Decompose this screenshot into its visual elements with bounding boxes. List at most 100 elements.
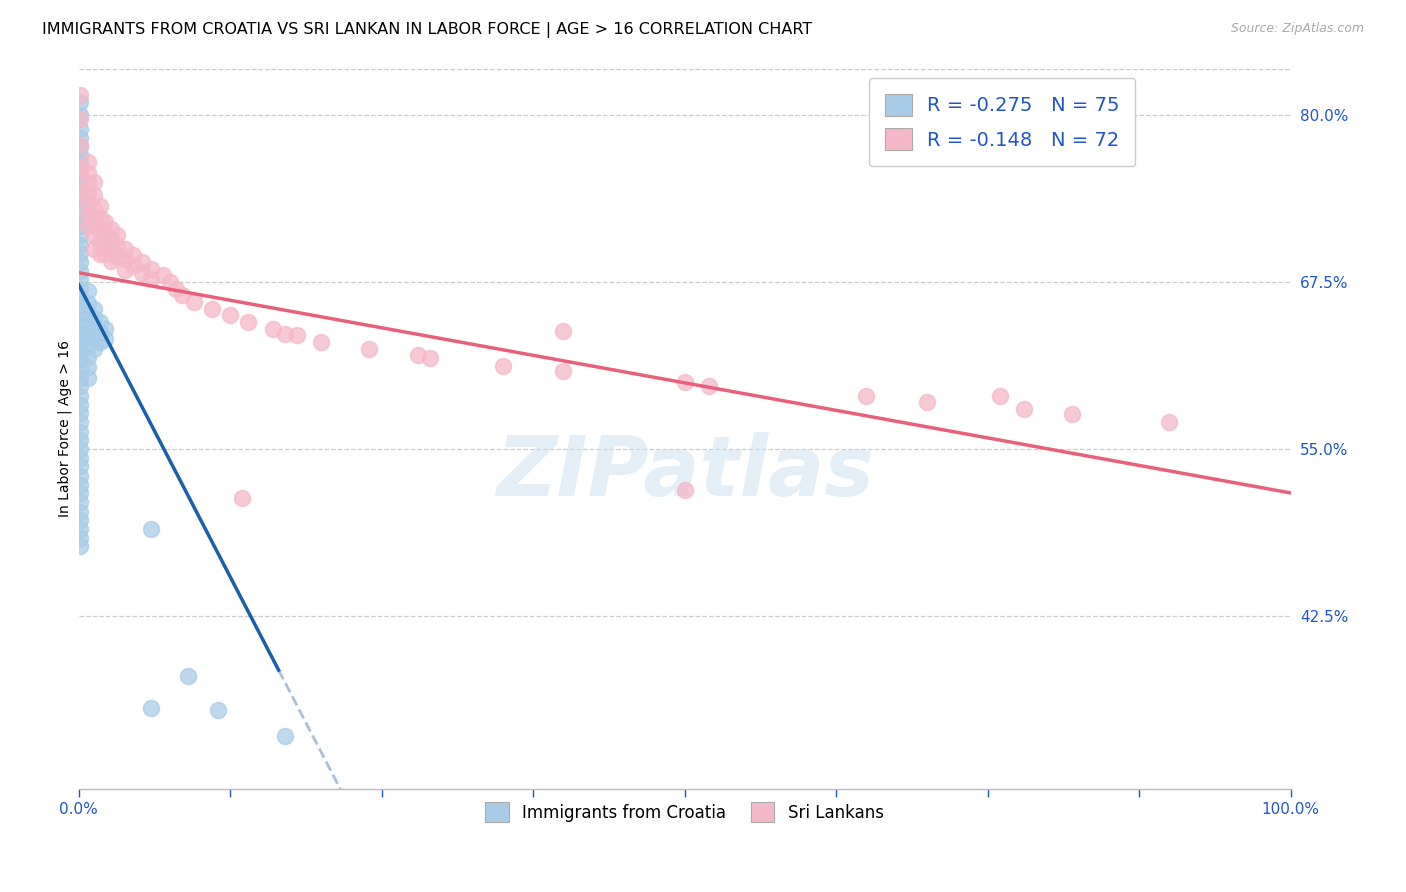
Point [159, 275, 181, 289]
Point [1062, 407, 1084, 421]
Point [69, 344, 91, 359]
Point [273, 327, 295, 342]
Point [83, 188, 105, 202]
Point [69, 137, 91, 152]
Point [69, 291, 91, 305]
Point [69, 539, 91, 553]
Point [170, 288, 193, 302]
Y-axis label: In Labor Force | Age > 16: In Labor Force | Age > 16 [58, 341, 72, 517]
Point [988, 388, 1011, 402]
Point [165, 282, 187, 296]
Point [359, 342, 381, 356]
Point [131, 255, 153, 269]
Point [69, 406, 91, 420]
Point [69, 513, 91, 527]
Point [273, 729, 295, 743]
Point [69, 183, 91, 197]
Point [69, 522, 91, 536]
Point [69, 228, 91, 243]
Point [69, 371, 91, 385]
Point [69, 272, 91, 286]
Point [100, 221, 122, 235]
Point [77, 350, 100, 364]
Point [83, 215, 105, 229]
Point [69, 112, 91, 127]
Point [553, 364, 575, 378]
Point [69, 442, 91, 456]
Point [141, 272, 163, 286]
Point [83, 322, 105, 336]
Point [69, 398, 91, 412]
Point [69, 175, 91, 189]
Point [94, 322, 117, 336]
Point [77, 296, 100, 310]
Point [69, 255, 91, 269]
Point [492, 359, 515, 373]
Point [553, 325, 575, 339]
Text: IMMIGRANTS FROM CROATIA VS SRI LANKAN IN LABOR FORCE | AGE > 16 CORRELATION CHAR: IMMIGRANTS FROM CROATIA VS SRI LANKAN IN… [42, 22, 813, 38]
Point [131, 266, 153, 280]
Point [100, 243, 122, 257]
Point [83, 242, 105, 256]
Point [152, 268, 174, 283]
Point [406, 349, 429, 363]
Point [107, 250, 129, 264]
Point [107, 228, 129, 243]
Legend: Immigrants from Croatia, Sri Lankans: Immigrants from Croatia, Sri Lankans [472, 789, 897, 835]
Point [77, 328, 100, 343]
Point [69, 219, 91, 233]
Point [100, 253, 122, 268]
Point [69, 245, 91, 260]
Point [83, 175, 105, 189]
Point [141, 522, 163, 536]
Point [673, 375, 696, 389]
Point [94, 226, 117, 240]
Point [77, 318, 100, 332]
Point [100, 232, 122, 246]
Point [207, 703, 229, 717]
Point [89, 247, 111, 261]
Point [89, 235, 111, 249]
Point [285, 328, 308, 343]
Point [89, 326, 111, 340]
Point [69, 264, 91, 278]
Point [915, 395, 938, 409]
Point [697, 379, 720, 393]
Point [69, 95, 91, 109]
Point [83, 342, 105, 356]
Text: Source: ZipAtlas.com: Source: ZipAtlas.com [1230, 22, 1364, 36]
Point [69, 459, 91, 474]
Point [77, 208, 100, 222]
Point [1012, 401, 1035, 416]
Point [69, 352, 91, 367]
Point [77, 197, 100, 211]
Point [69, 379, 91, 393]
Point [69, 192, 91, 206]
Point [122, 248, 145, 262]
Point [69, 361, 91, 376]
Point [69, 282, 91, 296]
Point [69, 468, 91, 483]
Point [69, 335, 91, 350]
Point [69, 451, 91, 466]
Point [69, 531, 91, 545]
Point [83, 202, 105, 216]
Point [77, 360, 100, 375]
Point [77, 339, 100, 353]
Point [94, 333, 117, 347]
Point [69, 140, 91, 154]
Point [141, 261, 163, 276]
Point [231, 491, 253, 506]
Point [89, 335, 111, 350]
Point [69, 415, 91, 429]
Point [238, 315, 260, 329]
Point [69, 121, 91, 136]
Point [262, 322, 284, 336]
Point [69, 326, 91, 340]
Point [309, 335, 332, 350]
Point [69, 478, 91, 492]
Point [77, 166, 100, 180]
Point [77, 176, 100, 190]
Point [69, 131, 91, 145]
Point [69, 156, 91, 170]
